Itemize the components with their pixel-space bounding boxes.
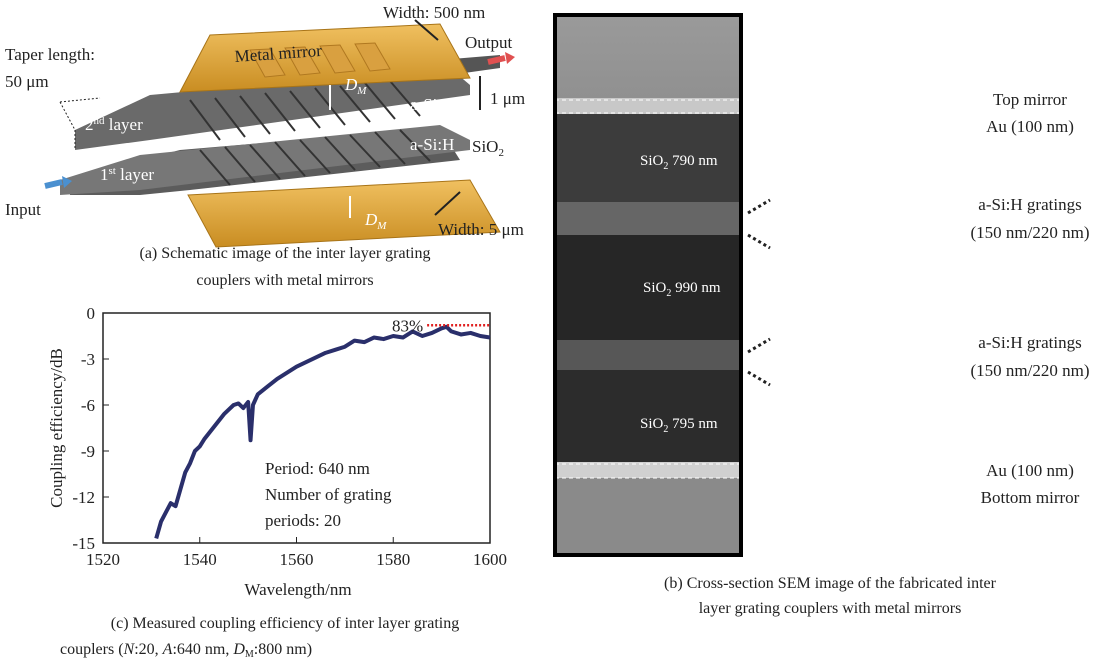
dm-main: D — [344, 75, 358, 94]
output-label: Output — [465, 33, 513, 52]
layer-rest: layer — [105, 115, 144, 134]
layer-num: 2 — [85, 115, 94, 134]
annotation: periods: 20 — [265, 511, 341, 530]
sem-label: a-Si:H gratings — [978, 333, 1081, 352]
sem-label: Au (100 nm) — [986, 461, 1074, 480]
input-label: Input — [5, 200, 41, 219]
cap-part: :20, — [134, 641, 162, 658]
sem-rest: 990 nm — [671, 280, 721, 296]
sem-main: SiO — [640, 416, 664, 432]
caption: (a) Schematic image of the inter layer g… — [140, 245, 431, 262]
cap-part: M — [245, 649, 254, 660]
dm-main: D — [364, 210, 378, 229]
y-axis-label: Coupling efficiency/dB — [47, 348, 66, 508]
layer-sup: nd — [94, 115, 106, 127]
cap-part: :640 nm, — [172, 641, 233, 658]
asih-label: a-Si:H — [410, 135, 454, 154]
sem-label: Au (100 nm) — [986, 117, 1074, 136]
sio2-sub: 2 — [498, 147, 504, 159]
x-axis-label: Wavelength/nm — [244, 580, 351, 599]
sem-label: Top mirror — [993, 90, 1067, 109]
sem-main: SiO — [643, 280, 667, 296]
layer-label: 1st layer — [100, 165, 154, 184]
cap-part: A — [162, 641, 173, 658]
width-label: Width: 5 μm — [438, 220, 524, 239]
dm-sub: M — [376, 220, 387, 232]
layer-rest: layer — [116, 165, 155, 184]
figure: Taper length: 50 μm Metal mirror Width: … — [0, 0, 1113, 663]
reference-label: 83% — [392, 316, 423, 335]
sem-rest: 790 nm — [668, 153, 718, 169]
x-tick-label: 1540 — [183, 550, 217, 569]
x-tick-label: 1600 — [473, 550, 507, 569]
y-tick-label: -6 — [81, 396, 95, 415]
y-tick-label: -3 — [81, 350, 95, 369]
cap-part: D — [232, 641, 245, 658]
width-label: Width: 500 nm — [383, 3, 485, 22]
y-tick-label: -15 — [72, 534, 95, 553]
caption: couplers with metal mirrors — [196, 272, 373, 289]
taper-label: Taper length: — [5, 45, 95, 64]
taper-label: 50 μm — [5, 72, 49, 91]
sem-label: (150 nm/220 nm) — [971, 223, 1090, 242]
sem-rest: 795 nm — [668, 416, 718, 432]
spacing-label: 1 μm — [490, 89, 525, 108]
sem-label: Bottom mirror — [981, 488, 1080, 507]
cap-part: :800 nm) — [254, 641, 312, 658]
x-tick-label: 1580 — [376, 550, 410, 569]
caption: layer grating couplers with metal mirror… — [699, 600, 962, 617]
asih-label: a-Si:H — [410, 95, 454, 114]
y-tick-label: -12 — [72, 488, 95, 507]
annotation: Number of grating — [265, 485, 392, 504]
annotation: Period: 640 nm — [265, 459, 370, 478]
dm-sub: M — [356, 85, 367, 97]
sem-label: a-Si:H gratings — [978, 195, 1081, 214]
layer-sup: st — [109, 165, 116, 177]
sio2-main: SiO — [472, 137, 498, 156]
y-tick-label: -9 — [81, 442, 95, 461]
sem-main: SiO — [640, 153, 664, 169]
y-tick-label: 0 — [87, 304, 96, 323]
caption: couplers (N:20, A:640 nm, DM:800 nm) — [60, 641, 312, 660]
cap-part: couplers ( — [60, 641, 124, 658]
caption: (b) Cross-section SEM image of the fabri… — [664, 575, 997, 592]
caption: (c) Measured coupling efficiency of inte… — [111, 615, 459, 632]
sem-label: (150 nm/220 nm) — [971, 361, 1090, 380]
x-tick-label: 1560 — [280, 550, 314, 569]
layer-num: 1 — [100, 165, 109, 184]
